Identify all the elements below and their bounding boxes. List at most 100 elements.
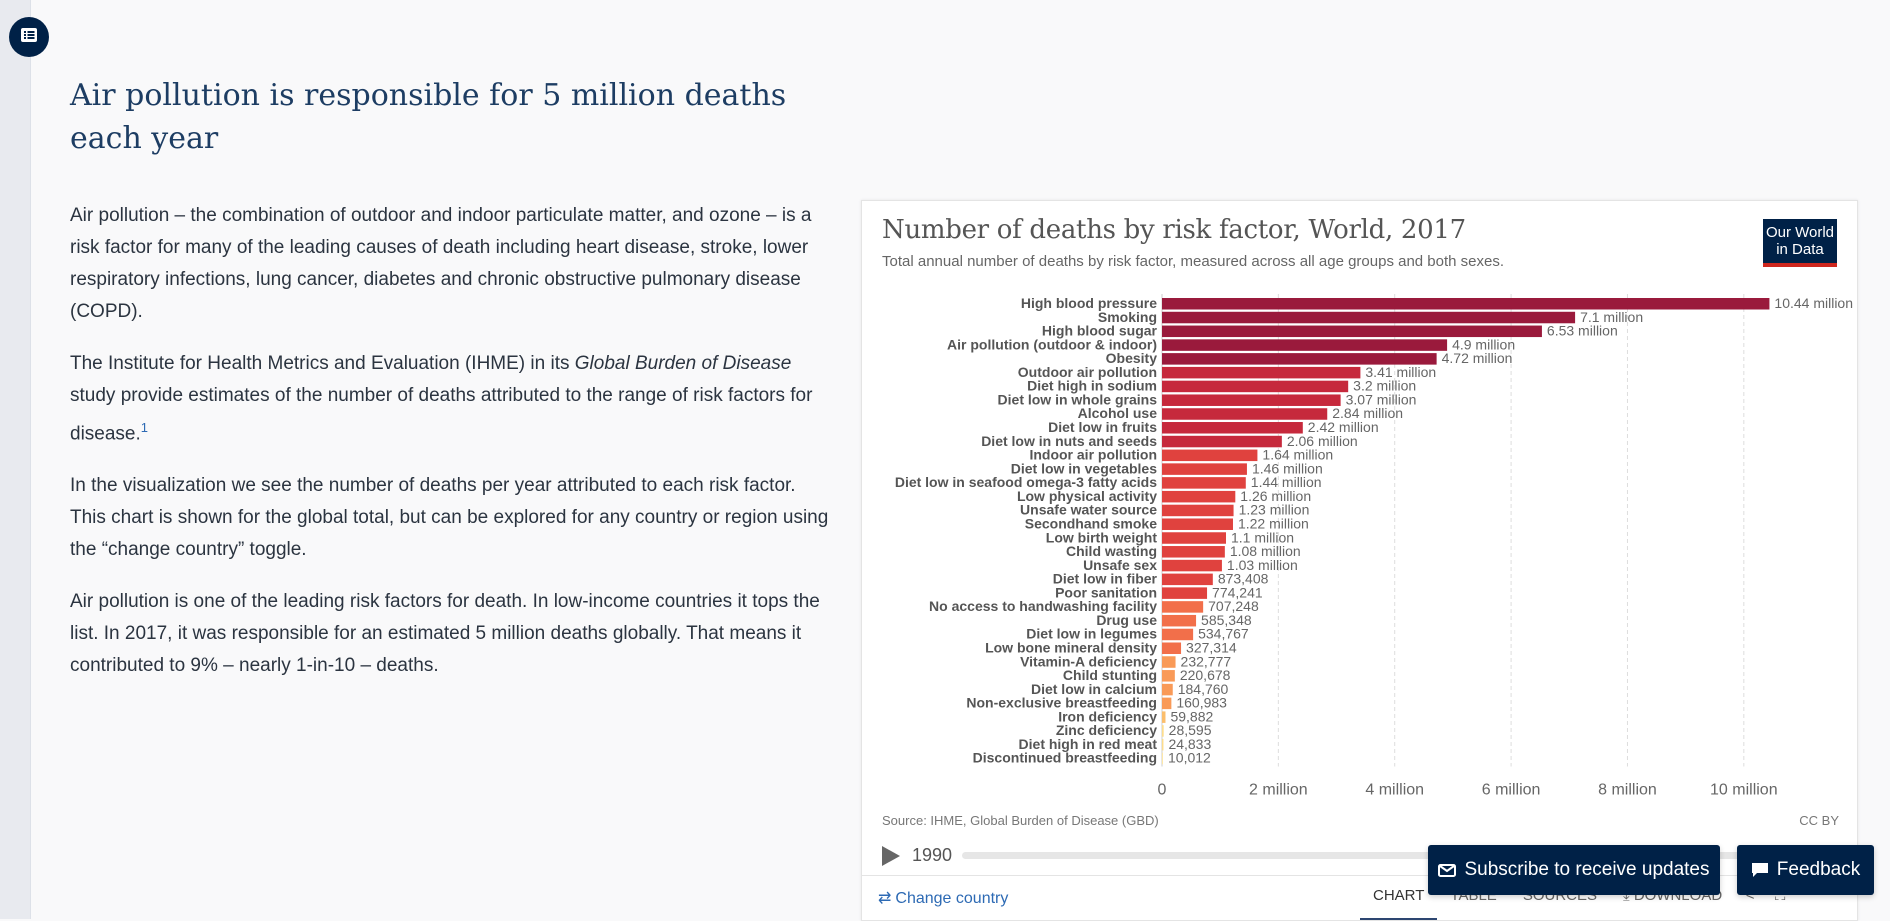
download-icon: ⤓ xyxy=(1623,887,1634,904)
category-label: Air pollution (outdoor & indoor) xyxy=(947,336,1157,352)
value-label: 184,760 xyxy=(1178,681,1229,697)
bar xyxy=(1162,656,1176,668)
change-country-button[interactable]: ⇄ Change country xyxy=(878,888,1008,908)
category-label: Unsafe water source xyxy=(1020,502,1157,518)
category-label: Diet low in calcium xyxy=(1031,681,1157,697)
chart-source[interactable]: Source: IHME, Global Burden of Disease (… xyxy=(882,813,1159,828)
paragraph-3: In the visualization we see the number o… xyxy=(70,475,829,561)
article-body: Air pollution – the combination of outdo… xyxy=(70,200,830,702)
bar xyxy=(1162,628,1194,641)
value-label: 534,767 xyxy=(1198,626,1249,642)
value-label: 4.72 million xyxy=(1442,350,1513,366)
value-label: 707,248 xyxy=(1208,598,1259,614)
bar xyxy=(1162,683,1173,696)
category-label: Diet high in red meat xyxy=(1019,736,1158,752)
category-label: Drug use xyxy=(1096,612,1157,628)
bar xyxy=(1162,325,1542,338)
paragraph-1: Air pollution – the combination of outdo… xyxy=(70,205,812,322)
bar xyxy=(1162,532,1226,544)
value-label: 3.41 million xyxy=(1365,364,1436,380)
value-label: 10.44 million xyxy=(1774,295,1853,311)
x-tick-label: 10 million xyxy=(1710,782,1778,799)
footnote-link[interactable]: 1 xyxy=(140,420,149,435)
category-label: Obesity xyxy=(1106,350,1158,366)
chart-card: Number of deaths by risk factor, World, … xyxy=(861,200,1858,921)
category-label: Diet low in fruits xyxy=(1048,419,1157,435)
share-icon[interactable]: < xyxy=(1745,887,1755,904)
chart-license[interactable]: CC BY xyxy=(1799,813,1839,828)
list-icon xyxy=(21,27,37,47)
bar xyxy=(1162,408,1328,420)
category-label: Diet low in whole grains xyxy=(998,391,1158,407)
category-label: Non-exclusive breastfeeding xyxy=(966,695,1157,711)
value-label: 59,882 xyxy=(1170,708,1213,724)
category-label: Diet low in vegetables xyxy=(1011,460,1157,476)
value-label: 2.06 million xyxy=(1287,433,1358,449)
bar xyxy=(1162,449,1258,462)
bar xyxy=(1162,614,1197,627)
bar xyxy=(1162,642,1182,654)
value-label: 585,348 xyxy=(1201,612,1252,628)
timeline-year: 1990 xyxy=(912,845,953,865)
x-tick-label: 2 million xyxy=(1249,782,1308,799)
category-label: Discontinued breastfeeding xyxy=(973,750,1157,766)
bar xyxy=(1162,711,1166,723)
paragraph-4: Air pollution is one of the leading risk… xyxy=(70,591,820,677)
bar xyxy=(1162,339,1448,351)
value-label: 1.44 million xyxy=(1251,474,1322,490)
change-country-label: Change country xyxy=(895,890,1009,907)
value-label: 2.42 million xyxy=(1308,419,1379,435)
category-label: Poor sanitation xyxy=(1055,584,1157,600)
category-label: Low physical activity xyxy=(1017,488,1157,504)
logo-line-1: Our World xyxy=(1765,224,1835,241)
x-tick-label: 8 million xyxy=(1598,782,1657,799)
bar xyxy=(1162,422,1303,434)
bar xyxy=(1162,752,1163,765)
x-tick-label: 0 xyxy=(1158,782,1167,799)
play-icon[interactable] xyxy=(882,846,900,866)
feedback-button[interactable]: Feedback xyxy=(1737,845,1874,895)
timeline-slider[interactable] xyxy=(962,852,1822,859)
comment-icon xyxy=(1751,862,1769,878)
tab-chart[interactable]: CHART xyxy=(1360,876,1438,920)
category-label: Diet high in sodium xyxy=(1027,378,1157,394)
paragraph-2-text-a: The Institute for Health Metrics and Eva… xyxy=(70,353,575,374)
x-tick-label: 6 million xyxy=(1482,782,1541,799)
bar xyxy=(1162,311,1576,324)
chart-title: Number of deaths by risk factor, World, … xyxy=(882,215,1466,245)
subscribe-button[interactable]: Subscribe to receive updates xyxy=(1428,845,1720,895)
value-label: 1.1 million xyxy=(1231,529,1294,545)
fullscreen-icon[interactable]: ⛶ xyxy=(1774,887,1786,904)
value-label: 1.22 million xyxy=(1238,515,1309,531)
swap-arrows-icon: ⇄ xyxy=(878,890,892,907)
category-label: Secondhand smoke xyxy=(1025,515,1157,531)
category-label: Outdoor air pollution xyxy=(1018,364,1157,380)
category-label: No access to handwashing facility xyxy=(929,598,1157,614)
table-of-contents-button[interactable] xyxy=(9,17,49,57)
value-label: 6.53 million xyxy=(1547,323,1618,339)
value-label: 2.84 million xyxy=(1332,405,1403,421)
left-sidebar-strip xyxy=(0,0,31,919)
value-label: 232,777 xyxy=(1181,653,1232,669)
value-label: 3.07 million xyxy=(1346,391,1417,407)
bar-chart: 0 2 million 4 million 6 million 8 million 10 … xyxy=(895,294,1853,799)
owid-logo[interactable]: Our World in Data xyxy=(1763,219,1837,267)
bar xyxy=(1162,463,1247,475)
category-label: Diet low in seafood omega-3 fatty acids xyxy=(895,474,1157,490)
value-label: 1.26 million xyxy=(1240,488,1311,504)
category-label: Unsafe sex xyxy=(1083,557,1157,573)
bar xyxy=(1162,670,1175,682)
bar xyxy=(1162,477,1246,489)
category-label: Diet low in nuts and seeds xyxy=(981,433,1157,449)
bar xyxy=(1162,298,1770,310)
category-label: Low birth weight xyxy=(1046,529,1158,545)
bar xyxy=(1162,490,1236,503)
x-tick-label: 4 million xyxy=(1365,782,1424,799)
bar xyxy=(1162,546,1225,558)
category-label: High blood sugar xyxy=(1042,323,1158,339)
bar xyxy=(1162,573,1213,586)
bar xyxy=(1162,601,1204,613)
category-label: Smoking xyxy=(1098,309,1157,325)
bar xyxy=(1162,435,1282,448)
value-label: 1.23 million xyxy=(1239,502,1310,518)
